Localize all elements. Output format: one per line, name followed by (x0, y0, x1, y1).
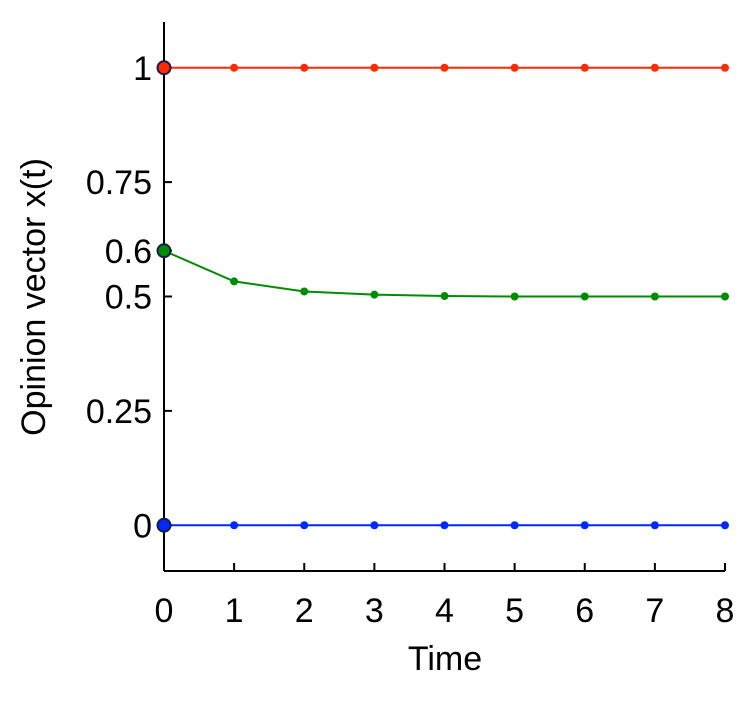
x-tick-label: 3 (365, 592, 384, 630)
data-point (370, 63, 379, 72)
data-point (580, 521, 589, 530)
data-point (510, 292, 519, 301)
data-point (721, 63, 729, 72)
data-point (580, 292, 589, 301)
x-tick-label: 1 (225, 592, 244, 630)
y-tick-label: 0.6 (105, 233, 152, 271)
x-axis-label: Time (408, 640, 482, 678)
x-tick-label: 5 (505, 592, 524, 630)
y-axis-label: Opinion vector x(t) (15, 158, 53, 436)
data-point (510, 63, 519, 72)
data-point (510, 521, 519, 530)
data-point (230, 63, 239, 72)
y-tick-label: 0 (133, 507, 152, 545)
data-point (370, 290, 379, 299)
x-axis: 0 1 2 3 4 5 6 7 8 (155, 563, 735, 630)
data-point (230, 521, 239, 530)
x-tick-label: 2 (295, 592, 314, 630)
y-tick-label: 0.75 (86, 164, 152, 202)
data-point (440, 63, 449, 72)
initial-point (156, 517, 172, 533)
data-point (650, 521, 659, 530)
series-layer (156, 60, 729, 533)
x-tick-label: 0 (155, 592, 174, 630)
series-line (163, 249, 725, 298)
data-point (300, 287, 309, 296)
data-point (650, 63, 659, 72)
data-point (580, 63, 589, 72)
data-point (230, 277, 239, 286)
series-2 (156, 517, 729, 533)
data-point (370, 521, 379, 530)
data-point (300, 521, 309, 530)
y-tick-label: 0.25 (86, 393, 152, 431)
data-point (440, 292, 449, 301)
x-tick-label: 7 (645, 592, 664, 630)
series-0 (156, 60, 729, 76)
initial-point (156, 243, 172, 259)
y-tick-label: 0.5 (105, 279, 152, 317)
data-point (721, 292, 729, 301)
x-tick-label: 4 (435, 592, 454, 630)
data-point (650, 292, 659, 301)
initial-point (156, 60, 172, 76)
series-1 (156, 243, 729, 301)
x-tick-label: 8 (716, 592, 735, 630)
data-point (721, 521, 729, 530)
x-tick-label: 6 (575, 592, 594, 630)
data-point (440, 521, 449, 530)
y-axis: 0 0.25 0.5 0.6 0.75 1 (86, 50, 172, 545)
data-point (300, 63, 309, 72)
y-tick-label: 1 (133, 50, 152, 88)
